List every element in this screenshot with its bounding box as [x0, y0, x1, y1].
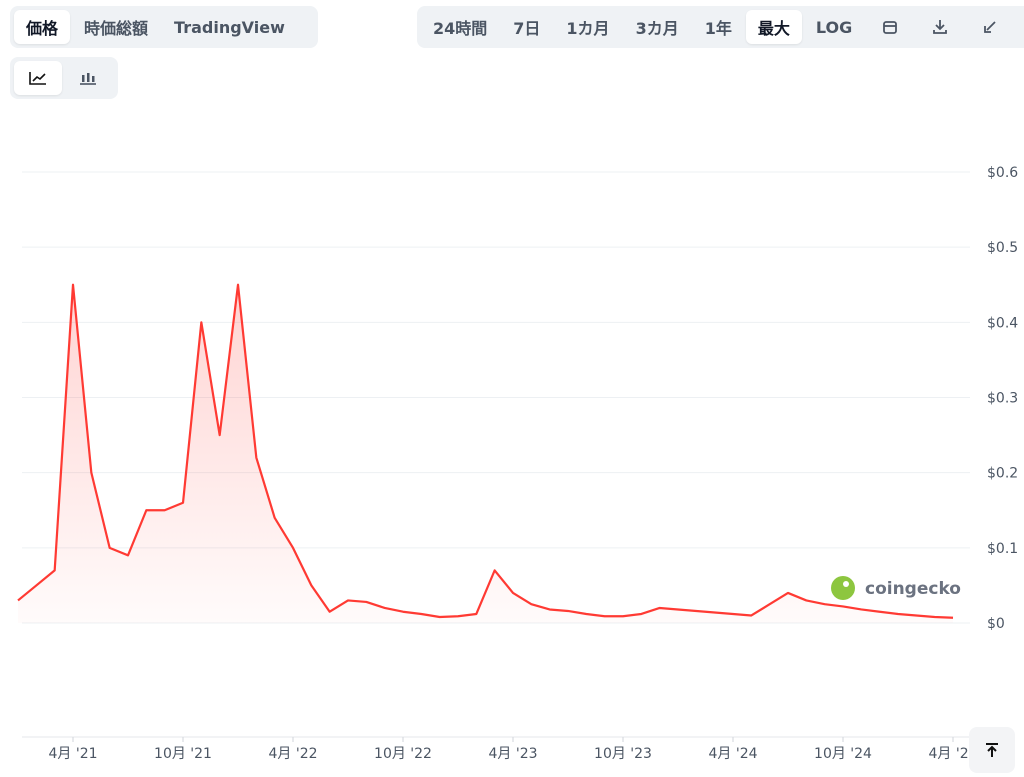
y-tick-label: $0.5 — [987, 240, 1018, 256]
y-tick-label: $0.6 — [987, 165, 1018, 181]
tab-button[interactable]: 24時間 — [433, 19, 488, 38]
price-line — [17, 283, 954, 619]
x-tick-label: 10月 '23 — [594, 746, 652, 762]
icon — [984, 21, 996, 33]
arrow-icon — [986, 743, 998, 757]
range-tabs: 24時間 7日 1カ月 3カ月 1年 最大 LOG — [417, 6, 1024, 48]
x-tick-label: 4月 '25 — [928, 746, 977, 762]
tab-button[interactable]: 7日 — [513, 19, 541, 38]
icon — [883, 21, 898, 34]
watermark-logo — [831, 576, 855, 600]
scroll-top-button[interactable] — [969, 727, 1015, 773]
y-tick-label: $0 — [987, 616, 1005, 632]
tab-button[interactable]: TradingView — [174, 17, 285, 37]
x-tick-label: 4月 '22 — [268, 746, 317, 762]
candle-chart-button[interactable] — [64, 61, 112, 95]
watermark-text: coingecko — [865, 579, 961, 599]
tab-button[interactable]: 3カ月 — [635, 19, 679, 38]
x-tick-label: 4月 '24 — [708, 746, 757, 762]
y-tick-label: $0.3 — [987, 391, 1018, 407]
tab-button[interactable]: 1年 — [704, 19, 732, 38]
chart-style-tabs — [10, 57, 118, 99]
icon-button[interactable] — [966, 10, 1014, 44]
icon-button[interactable] — [916, 10, 964, 44]
y-tick-label: $0.4 — [987, 315, 1018, 331]
line-chart-button[interactable] — [14, 61, 62, 95]
candle-icon — [80, 73, 96, 85]
tab-button[interactable]: 最大 — [745, 10, 802, 44]
icon-button[interactable] — [866, 10, 914, 44]
y-tick-label: $0.1 — [987, 541, 1018, 557]
x-tick-label: 4月 '21 — [48, 746, 97, 762]
x-tick-label: 10月 '21 — [154, 746, 212, 762]
y-tick-label: $0.2 — [987, 466, 1018, 482]
tab-button[interactable]: 時価総額 — [84, 19, 149, 38]
view-tabs: 価格 時価総額 TradingView — [10, 6, 318, 48]
x-tick-label: 10月 '24 — [814, 746, 872, 762]
watermark-eye — [843, 581, 849, 587]
x-tick-label: 4月 '23 — [488, 746, 537, 762]
area-fill — [18, 284, 953, 623]
icon — [933, 20, 948, 34]
tab-button[interactable]: 価格 — [14, 10, 71, 44]
tab-button[interactable]: LOG — [815, 17, 853, 37]
x-tick-label: 10月 '22 — [374, 746, 432, 762]
tab-button[interactable]: 1カ月 — [566, 19, 610, 38]
line-icon — [29, 72, 46, 85]
watermark: coingecko — [831, 576, 961, 600]
